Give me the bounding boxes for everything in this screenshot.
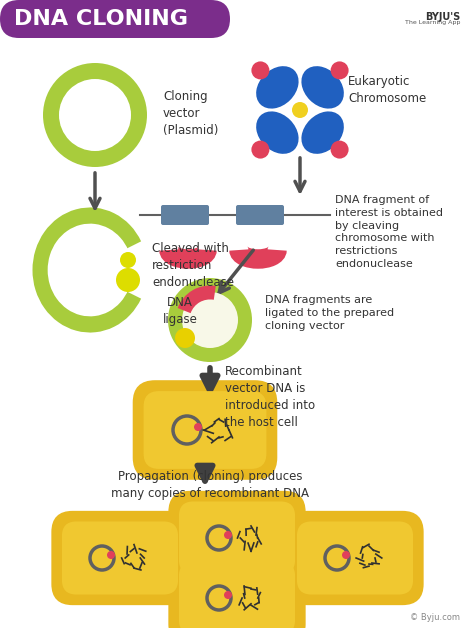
- Circle shape: [168, 278, 252, 362]
- Text: Propagation (cloning) produces
many copies of recombinant DNA: Propagation (cloning) produces many copi…: [111, 470, 309, 500]
- Circle shape: [116, 268, 140, 292]
- Circle shape: [251, 62, 269, 79]
- Text: BYJU'S: BYJU'S: [425, 12, 460, 22]
- Circle shape: [182, 292, 238, 348]
- Text: Cloning
vector
(Plasmid): Cloning vector (Plasmid): [163, 90, 219, 137]
- FancyBboxPatch shape: [0, 0, 230, 38]
- FancyBboxPatch shape: [53, 512, 187, 604]
- Circle shape: [224, 531, 232, 539]
- FancyBboxPatch shape: [297, 521, 413, 595]
- Circle shape: [330, 62, 348, 79]
- FancyBboxPatch shape: [170, 552, 304, 628]
- Circle shape: [59, 79, 131, 151]
- Ellipse shape: [256, 111, 299, 154]
- Text: The Learning App: The Learning App: [405, 20, 460, 25]
- Circle shape: [120, 252, 136, 268]
- Text: DNA
ligase: DNA ligase: [163, 296, 198, 326]
- Circle shape: [224, 591, 232, 599]
- FancyBboxPatch shape: [170, 492, 304, 584]
- Ellipse shape: [301, 66, 344, 109]
- Circle shape: [251, 141, 269, 159]
- Circle shape: [342, 551, 350, 559]
- FancyBboxPatch shape: [134, 382, 276, 479]
- FancyBboxPatch shape: [288, 512, 422, 604]
- Circle shape: [43, 63, 147, 167]
- Circle shape: [292, 102, 308, 118]
- Text: DNA CLONING: DNA CLONING: [14, 9, 188, 29]
- FancyBboxPatch shape: [161, 205, 209, 225]
- FancyBboxPatch shape: [144, 391, 266, 469]
- Circle shape: [330, 141, 348, 159]
- FancyBboxPatch shape: [179, 561, 295, 628]
- FancyBboxPatch shape: [62, 521, 178, 595]
- Circle shape: [175, 328, 195, 348]
- Text: © Byju.com: © Byju.com: [410, 613, 460, 622]
- Ellipse shape: [256, 66, 299, 109]
- Text: DNA fragments are
ligated to the prepared
cloning vector: DNA fragments are ligated to the prepare…: [265, 295, 394, 330]
- Text: Eukaryotic
Chromosome: Eukaryotic Chromosome: [348, 75, 426, 105]
- Text: Cleaved with
restriction
endonuclease: Cleaved with restriction endonuclease: [152, 242, 234, 289]
- FancyBboxPatch shape: [179, 501, 295, 575]
- Circle shape: [107, 551, 115, 559]
- Text: DNA fragment of
interest is obtained
by cleaving
chromosome with
restrictions
en: DNA fragment of interest is obtained by …: [335, 195, 443, 269]
- FancyBboxPatch shape: [236, 205, 284, 225]
- Circle shape: [194, 423, 202, 431]
- Text: Recombinant
vector DNA is
introduced into
the host cell: Recombinant vector DNA is introduced int…: [225, 365, 315, 429]
- Ellipse shape: [301, 111, 344, 154]
